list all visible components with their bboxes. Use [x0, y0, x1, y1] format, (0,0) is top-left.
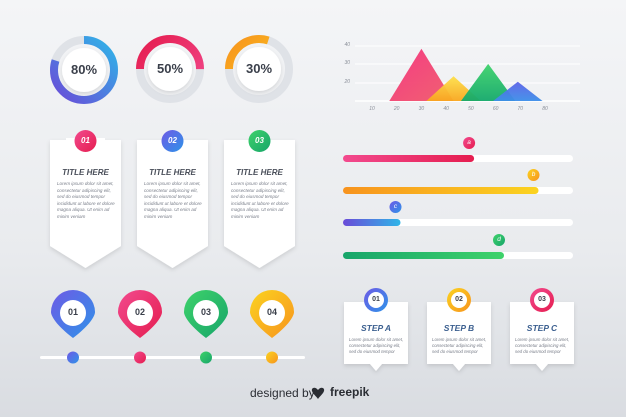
card-1-text: Lorem ipsum dolor sit amet, consectetur … — [57, 181, 115, 219]
pin-2-number: 02 — [134, 307, 145, 317]
card-2-number: 02 — [168, 136, 177, 145]
x-tick-label: 40 — [443, 106, 449, 112]
step-1-number: 01 — [372, 296, 380, 303]
timeline-dot-1 — [67, 351, 79, 364]
designed-by-text: designed by — [250, 386, 315, 400]
pin-1-number: 01 — [67, 307, 78, 317]
progress-bar-a — [343, 137, 573, 162]
bar-a-letter: a — [467, 139, 471, 146]
step-2-title: STEP B — [443, 323, 475, 333]
progress-ring-1 — [50, 36, 118, 104]
chart-peak-3 — [460, 63, 516, 101]
step-3-text: Lorem ipsum dolor sit amet, consectetur … — [515, 337, 570, 354]
step-1-title: STEP A — [360, 323, 392, 333]
y-tick-label: 40 — [344, 42, 350, 48]
step-box-2 — [427, 288, 491, 371]
progress-ring-3 — [225, 35, 293, 103]
peak-chart — [355, 45, 580, 102]
card-1-number: 01 — [81, 136, 90, 145]
progress-bar-c — [343, 201, 573, 226]
card-2-title: TITLE HERE — [149, 168, 196, 177]
y-tick-label: 20 — [344, 79, 350, 85]
freepik-brand-text: freepik — [330, 385, 370, 399]
chart-peak-4 — [493, 81, 543, 101]
timeline — [40, 351, 305, 364]
bar-b-letter: b — [531, 171, 536, 178]
pin-3-number: 03 — [200, 307, 211, 317]
card-3-title: TITLE HERE — [236, 168, 283, 177]
x-tick-label: 70 — [517, 106, 524, 112]
step-2-number: 02 — [455, 296, 463, 303]
timeline-dot-2 — [134, 351, 146, 364]
timeline-dot-4 — [266, 351, 278, 364]
x-tick-label: 20 — [393, 106, 400, 112]
pin-1 — [51, 290, 95, 338]
x-tick-label: 30 — [418, 106, 425, 112]
card-3 — [224, 130, 295, 268]
step-3-title: STEP C — [526, 323, 558, 333]
card-1-title: TITLE HERE — [62, 168, 109, 177]
step-1-text: Lorem ipsum dolor sit amet, consectetur … — [349, 337, 404, 354]
progress-ring-2 — [136, 35, 204, 103]
x-tick-label: 10 — [369, 106, 375, 112]
pin-4 — [250, 290, 294, 338]
step-box-3 — [510, 288, 574, 371]
card-2-text: Lorem ipsum dolor sit amet, consectetur … — [144, 181, 202, 219]
bar-c-letter: c — [393, 203, 398, 210]
progress-bar-d — [343, 234, 573, 259]
card-1 — [50, 130, 121, 268]
card-3-text: Lorem ipsum dolor sit amet, consectetur … — [231, 181, 289, 219]
card-2 — [137, 130, 208, 268]
freepik-logo-icon — [311, 387, 325, 399]
ring-3-label: 30% — [245, 61, 273, 76]
step-box-1 — [344, 288, 408, 371]
chart-peak-1 — [389, 48, 454, 101]
ring-2-label: 50% — [156, 61, 184, 76]
step-2-text: Lorem ipsum dolor sit amet, consectetur … — [432, 337, 487, 354]
pin-2 — [118, 290, 162, 338]
y-tick-label: 30 — [344, 60, 350, 66]
ring-1-label: 80% — [70, 62, 98, 77]
step-3-number: 03 — [538, 296, 546, 303]
timeline-dot-3 — [200, 351, 212, 364]
card-3-number: 03 — [255, 136, 264, 145]
x-tick-label: 60 — [492, 106, 499, 112]
pin-3 — [184, 290, 228, 338]
pin-4-number: 04 — [266, 307, 277, 317]
progress-bar-b — [343, 169, 573, 194]
bar-d-letter: d — [497, 236, 501, 243]
x-tick-label: 50 — [468, 106, 474, 112]
x-tick-label: 80 — [542, 106, 548, 112]
